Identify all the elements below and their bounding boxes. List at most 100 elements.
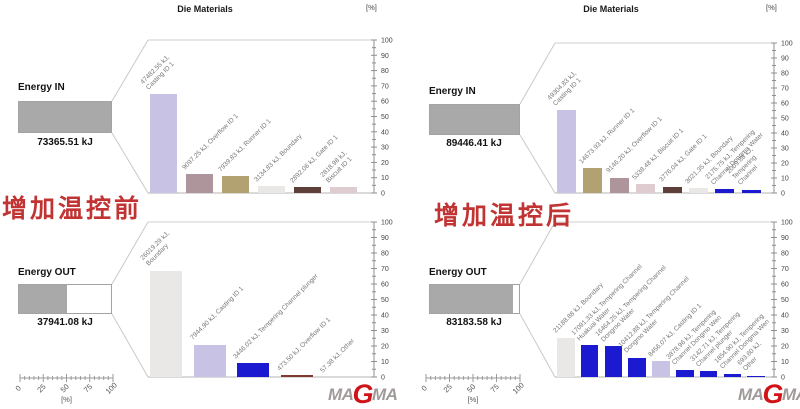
caption-after: 增加温控后: [434, 202, 575, 230]
axis-tick-label: 30: [381, 328, 389, 335]
axis-tick-label: 80: [781, 71, 789, 78]
logo-g: G: [352, 379, 373, 409]
after-group: 0 10 20 30 40 50 60 70 80 90 100 Die Materials [%] En…: [400, 0, 800, 409]
axis-tick-label: 70: [381, 266, 389, 273]
ruler-label: 50: [465, 382, 477, 394]
axis-tick-label: 50: [381, 114, 389, 121]
bar: [186, 174, 213, 193]
axis-tick-label: 60: [781, 282, 789, 289]
energy-fill: [430, 105, 519, 134]
ruler-label: 75: [82, 382, 94, 394]
bar: [557, 337, 575, 377]
axis-tick-label: 60: [781, 101, 789, 108]
panel-energy-out-before: 0 10 20 30 40 50 60 70 80 90 100 0 25 50 75 100 [%] Energ…: [14, 220, 393, 405]
panel-energy-out-after: 0 10 20 30 40 50 60 70 80 90 100 0 25 50 75 100 [%] Energ…: [400, 0, 800, 409]
energy-box: [429, 284, 520, 314]
axis-tick-label: 50: [781, 297, 789, 304]
axis-tick-label: 0: [381, 191, 385, 198]
panel-title: Die Materials: [177, 4, 233, 14]
panel-energy-in-before: 0 10 20 30 40 50 60 70 80 90 100 Die Materials [%] En…: [18, 3, 393, 198]
energy-label: Energy OUT: [18, 267, 76, 278]
energy-value: 89446.41 kJ: [446, 138, 502, 149]
bar: [237, 362, 269, 377]
ruler-label: 25: [442, 382, 454, 394]
axis-tick-label: 20: [381, 344, 389, 351]
axis-tick-label: 20: [781, 161, 789, 168]
ruler-unit: [%]: [468, 395, 479, 404]
bar: [280, 375, 313, 377]
bar: [699, 371, 718, 377]
bar: [652, 361, 670, 377]
axis-tick-label: 100: [381, 220, 393, 227]
axis-tick-label: 80: [381, 68, 389, 75]
bar: [747, 375, 765, 377]
energy-box: [18, 101, 112, 133]
bar: [258, 186, 285, 193]
axis-tick-label: 20: [381, 160, 389, 167]
energy-box: [18, 284, 112, 314]
axis-tick-label: 90: [381, 235, 389, 242]
axis-tick-label: 100: [781, 41, 793, 48]
axis-tick-label: 0: [781, 375, 785, 382]
bar: [150, 93, 177, 193]
axis-tick-label: 100: [781, 220, 793, 227]
bar: [689, 187, 708, 193]
ruler-unit: [%]: [61, 395, 72, 404]
axis-tick-label: 0: [781, 191, 785, 198]
axis-tick-label: 30: [781, 146, 789, 153]
bar: [662, 186, 682, 193]
axis-tick-label: 80: [781, 251, 789, 258]
energy-fill: [430, 285, 513, 313]
ruler-label: 100: [511, 381, 526, 396]
ruler-label: 25: [35, 382, 47, 394]
energy-label: Energy OUT: [429, 267, 487, 278]
axis-tick-label: 10: [381, 175, 389, 182]
bar: [636, 184, 656, 193]
panel-title: Die Materials: [583, 4, 639, 14]
bar: [294, 186, 321, 193]
percent-unit: [%]: [366, 3, 377, 12]
axis-tick-label: 10: [781, 359, 789, 366]
ruler-label: 0: [14, 384, 23, 393]
axis-tick-label: 0: [381, 375, 385, 382]
axis-tick-label: 90: [381, 53, 389, 60]
axis-tick-label: 90: [781, 235, 789, 242]
chart-lines: 0 10 20 30 40 50 60 70 80 90 100 0 25 50 75 100 [%]: [14, 220, 393, 405]
before-group: 0 10 20 30 40 50 60 70 80 90 100 Die Materials [%] En…: [2, 3, 398, 409]
ruler-label: 100: [104, 381, 119, 396]
axis-tick-label: 30: [781, 328, 789, 335]
energy-value: 73365.51 kJ: [37, 137, 93, 148]
axis-tick-label: 60: [381, 282, 389, 289]
axis-tick-label: 30: [381, 145, 389, 152]
energy-label: Energy IN: [429, 86, 476, 97]
bar: [609, 177, 629, 193]
axis-tick-label: 50: [381, 297, 389, 304]
logo-text: MA: [371, 384, 398, 404]
energy-fill: [19, 285, 67, 313]
bar: [150, 270, 182, 377]
axis-tick-label: 60: [381, 99, 389, 106]
axis-tick-label: 70: [381, 83, 389, 90]
bar: [741, 189, 761, 193]
panel-energy-in-after: 0 10 20 30 40 50 60 70 80 90 100 Die Materials [%] En…: [400, 0, 800, 409]
energy-value: 83183.58 kJ: [446, 317, 502, 328]
bar: [330, 187, 357, 193]
ruler-label: 50: [59, 382, 71, 394]
bar: [222, 176, 249, 193]
bar: [723, 373, 742, 377]
axis-tick-label: 40: [781, 313, 789, 320]
logo-g: G: [762, 379, 783, 409]
chart-lines: 0 10 20 30 40 50 60 70 80 90 100: [111, 38, 393, 198]
axis-tick-label: 70: [781, 266, 789, 273]
bar: [193, 344, 226, 377]
axis-tick-label: 90: [781, 56, 789, 63]
energy-label: Energy IN: [18, 82, 65, 93]
bar: [557, 110, 576, 193]
ruler-label: 75: [489, 382, 501, 394]
axis-tick-label: 40: [781, 131, 789, 138]
bar: [580, 345, 599, 377]
percent-unit: [%]: [766, 3, 777, 12]
